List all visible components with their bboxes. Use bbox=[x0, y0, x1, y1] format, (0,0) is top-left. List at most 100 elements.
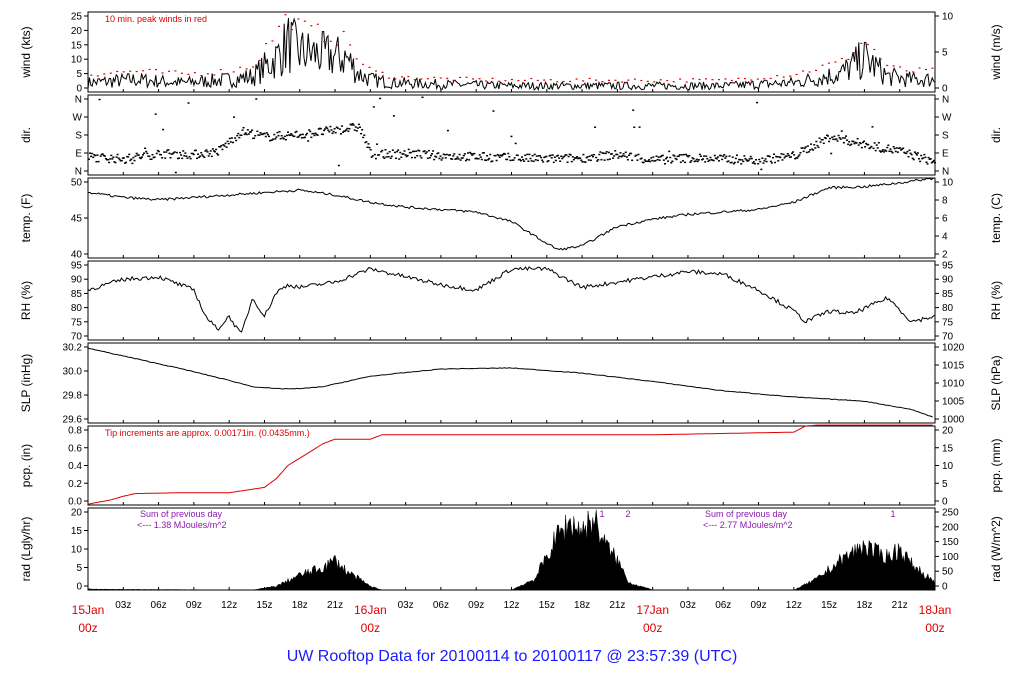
radiation-marker: 1 bbox=[599, 509, 604, 519]
wind-direction-point bbox=[822, 142, 825, 145]
wind-direction-point bbox=[425, 151, 428, 153]
wind-direction-point bbox=[914, 152, 917, 155]
wind-direction-point bbox=[276, 131, 279, 134]
x-tick-label: 09z bbox=[186, 600, 202, 611]
wind-direction-point bbox=[179, 151, 182, 154]
wind-direction-point bbox=[245, 133, 248, 136]
wind-direction-point bbox=[507, 152, 510, 155]
right-tick-label-temp: 10 bbox=[942, 178, 954, 189]
wind-direction-point bbox=[289, 134, 292, 137]
wind-direction-point bbox=[331, 132, 334, 135]
wind-direction-point bbox=[300, 137, 303, 139]
wind-peak-mark bbox=[692, 78, 695, 80]
wind-direction-point bbox=[572, 158, 575, 161]
wind-direction-point bbox=[360, 132, 363, 135]
left-tick-label-rh: 75 bbox=[71, 317, 83, 328]
wind-direction-point bbox=[540, 156, 543, 159]
wind-direction-point bbox=[879, 151, 882, 153]
wind-direction-point bbox=[796, 157, 799, 159]
wind-direction-point bbox=[238, 136, 241, 139]
wind-direction-point bbox=[274, 138, 277, 140]
left-tick-label-dir: N bbox=[75, 95, 82, 106]
wind-direction-point bbox=[129, 159, 132, 162]
wind-peak-mark bbox=[679, 78, 682, 80]
wind-direction-point bbox=[477, 158, 480, 160]
x-major-time-label: 00z bbox=[78, 621, 97, 635]
wind-direction-point bbox=[413, 150, 416, 153]
wind-peak-mark bbox=[769, 77, 772, 80]
wind-direction-point bbox=[560, 155, 563, 158]
wind-direction-point bbox=[402, 153, 405, 155]
wind-direction-point bbox=[389, 157, 392, 159]
wind-direction-point bbox=[216, 152, 219, 155]
wind-direction-point bbox=[497, 154, 500, 157]
wind-direction-point bbox=[837, 134, 840, 137]
right-tick-label-pcp: 5 bbox=[942, 479, 948, 490]
right-tick-label-rh: 90 bbox=[942, 275, 954, 286]
wind-peak-mark bbox=[148, 68, 151, 71]
wind-direction-point bbox=[568, 153, 571, 156]
wind-direction-point bbox=[170, 153, 173, 155]
wind-direction-point bbox=[291, 134, 294, 136]
wind-peak-mark bbox=[666, 79, 669, 82]
wind-direction-point bbox=[891, 151, 894, 154]
wind-direction-point bbox=[329, 125, 332, 128]
wind-direction-point bbox=[480, 158, 483, 161]
wind-direction-point bbox=[765, 160, 768, 163]
wind-direction-point bbox=[137, 154, 140, 156]
wind-direction-point bbox=[487, 158, 490, 161]
wind-direction-point bbox=[370, 156, 373, 158]
wind-direction-point bbox=[722, 155, 725, 158]
wind-direction-point bbox=[577, 157, 580, 160]
wind-direction-point bbox=[554, 159, 557, 162]
wind-direction-point bbox=[748, 158, 751, 160]
wind-direction-point bbox=[575, 157, 578, 159]
wind-direction-point bbox=[511, 159, 514, 161]
wind-peak-mark bbox=[491, 77, 494, 79]
wind-direction-point bbox=[169, 156, 172, 159]
wind-peak-mark bbox=[536, 79, 539, 82]
left-tick-label-wind: 15 bbox=[71, 40, 83, 51]
wind-direction-point bbox=[675, 158, 678, 161]
wind-direction-point bbox=[635, 154, 638, 156]
wind-direction-point bbox=[164, 157, 167, 159]
wind-direction-point bbox=[517, 158, 520, 161]
wind-direction-point bbox=[432, 150, 435, 152]
wind-peak-mark bbox=[245, 68, 248, 70]
left-tick-label-rad: 5 bbox=[76, 563, 82, 574]
wind-direction-point bbox=[219, 146, 222, 148]
wind-direction-point bbox=[415, 150, 418, 153]
wind-direction-point bbox=[920, 154, 923, 157]
wind-direction-point bbox=[442, 153, 445, 155]
wind-peak-mark bbox=[543, 79, 546, 81]
wind-direction-point bbox=[908, 149, 911, 152]
wind-peak-mark bbox=[407, 75, 410, 78]
x-tick-label: 12z bbox=[786, 600, 802, 611]
wind-direction-point bbox=[128, 153, 131, 156]
wind-direction-point bbox=[336, 127, 339, 129]
wind-direction-point bbox=[823, 136, 826, 139]
wind-direction-point bbox=[287, 131, 290, 133]
wind-direction-point bbox=[867, 143, 870, 146]
wind-direction-point bbox=[335, 126, 338, 128]
right-tick-label-temp: 2 bbox=[942, 250, 948, 261]
wind-direction-point bbox=[656, 158, 659, 161]
x-tick-label: 15z bbox=[539, 600, 555, 611]
wind-direction-point bbox=[641, 161, 644, 164]
wind-peak-mark bbox=[387, 77, 390, 79]
wind-direction-point bbox=[843, 137, 846, 139]
temperature-line bbox=[87, 177, 935, 251]
wind-peak-mark bbox=[627, 79, 630, 81]
wind-direction-point bbox=[441, 157, 444, 159]
wind-direction-point bbox=[465, 158, 468, 161]
wind-direction-point bbox=[856, 137, 859, 140]
wind-direction-point bbox=[881, 150, 884, 153]
wind-direction-point bbox=[330, 129, 333, 131]
wind-direction-point bbox=[911, 157, 914, 160]
wind-direction-point bbox=[852, 140, 855, 143]
wind-direction-point bbox=[583, 161, 586, 163]
left-tick-label-rad: 20 bbox=[71, 508, 83, 519]
wind-direction-point bbox=[410, 156, 413, 159]
wind-direction-point bbox=[473, 152, 476, 155]
wind-direction-point bbox=[692, 158, 695, 160]
